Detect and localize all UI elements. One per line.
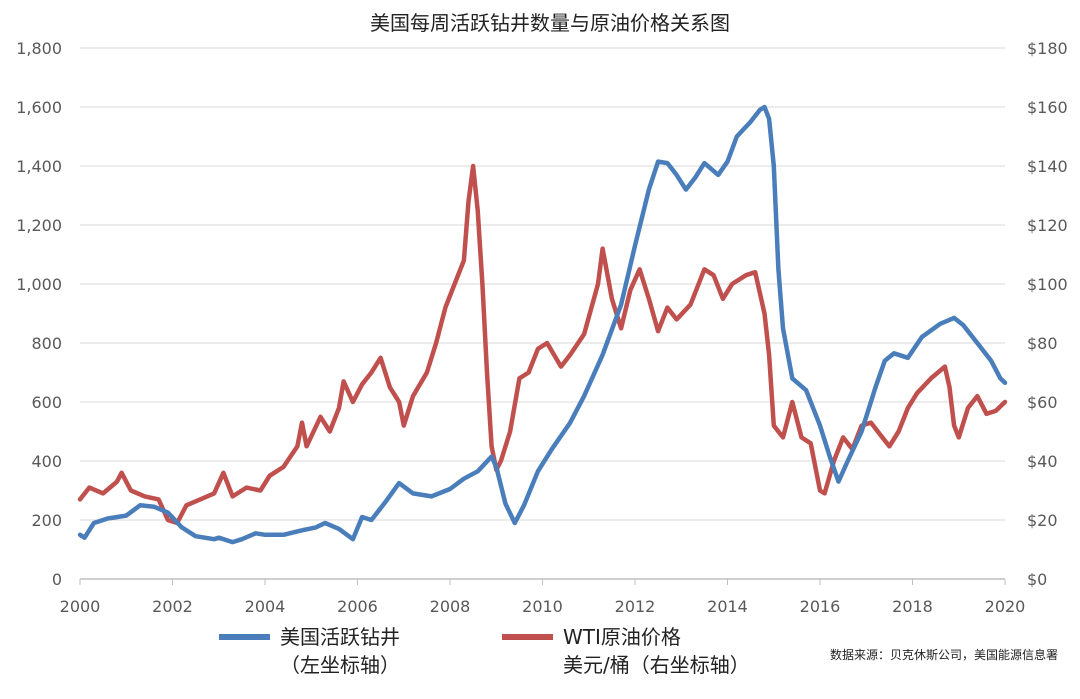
legend-sublabel-wti: 美元/桶（右坐标轴） <box>563 653 750 677</box>
right-tick-label: $20 <box>1027 511 1058 530</box>
x-tick-label: 2008 <box>430 597 471 616</box>
left-tick-label: 1,400 <box>16 157 62 176</box>
chart-title: 美国每周活跃钻井数量与原油价格关系图 <box>370 11 730 35</box>
legend: 美国活跃钻井 （左坐标轴） WTI原油价格 美元/桶（右坐标轴） <box>219 625 750 677</box>
right-tick-label: $80 <box>1027 334 1058 353</box>
series-layer <box>77 104 1008 545</box>
right-tick-label: $120 <box>1027 216 1068 235</box>
right-tick-label: $140 <box>1027 157 1068 176</box>
series-line-rig-count <box>77 104 1008 545</box>
x-axis-ticks: 2000 2002 2004 2006 2008 2010 2012 2014 2016 2018… <box>60 579 1026 616</box>
right-axis-ticks: $0 $20 $40 $60 $80 $100 $120 $140 $160 $180 <box>1027 39 1068 589</box>
right-tick-label: $60 <box>1027 393 1058 412</box>
x-tick-label: 2014 <box>707 597 748 616</box>
right-tick-label: $180 <box>1027 39 1068 58</box>
left-axis-ticks: 0 200 400 600 800 1,000 1,200 1,400 1,600 1,800 <box>16 39 62 589</box>
left-tick-label: 1,800 <box>16 39 62 58</box>
legend-label-wti: WTI原油价格 <box>563 625 681 649</box>
left-tick-label: 600 <box>31 393 62 412</box>
right-tick-label: $160 <box>1027 98 1068 117</box>
x-tick-label: 2020 <box>985 597 1026 616</box>
source-note: 数据来源：贝克休斯公司，美国能源信息署 <box>830 647 1058 662</box>
grid-lines <box>80 47 1005 580</box>
x-tick-label: 2012 <box>615 597 656 616</box>
left-tick-label: 1,600 <box>16 98 62 117</box>
x-tick-label: 2018 <box>892 597 933 616</box>
x-tick-label: 2006 <box>337 597 378 616</box>
x-tick-label: 2010 <box>522 597 563 616</box>
legend-sublabel-rig-count: （左坐标轴） <box>280 653 400 677</box>
left-tick-label: 1,200 <box>16 216 62 235</box>
left-tick-label: 0 <box>52 570 62 589</box>
x-tick-label: 2004 <box>245 597 286 616</box>
x-tick-label: 2016 <box>800 597 841 616</box>
right-tick-label: $100 <box>1027 275 1068 294</box>
left-tick-label: 1,000 <box>16 275 62 294</box>
legend-label-rig-count: 美国活跃钻井 <box>280 625 400 649</box>
left-tick-label: 800 <box>31 334 62 353</box>
left-tick-label: 200 <box>31 511 62 530</box>
series-line-wti-price <box>77 163 1008 526</box>
left-tick-label: 400 <box>31 452 62 471</box>
right-tick-label: $40 <box>1027 452 1058 471</box>
x-tick-label: 2002 <box>152 597 193 616</box>
right-tick-label: $0 <box>1027 570 1047 589</box>
x-tick-label: 2000 <box>60 597 101 616</box>
